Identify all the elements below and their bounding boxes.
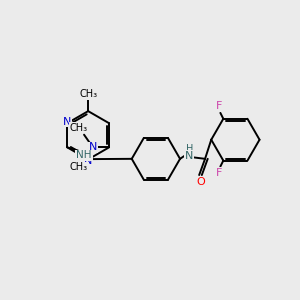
Text: N: N <box>84 156 92 166</box>
Text: F: F <box>216 101 222 111</box>
Text: NH: NH <box>76 150 91 160</box>
Text: H: H <box>186 144 194 154</box>
Text: F: F <box>216 168 222 178</box>
Text: O: O <box>196 176 205 187</box>
Text: CH₃: CH₃ <box>70 162 88 172</box>
Text: CH₃: CH₃ <box>70 123 88 133</box>
Text: N: N <box>185 151 193 161</box>
Text: N: N <box>63 117 71 127</box>
Text: N: N <box>89 142 97 152</box>
Text: CH₃: CH₃ <box>79 89 97 99</box>
